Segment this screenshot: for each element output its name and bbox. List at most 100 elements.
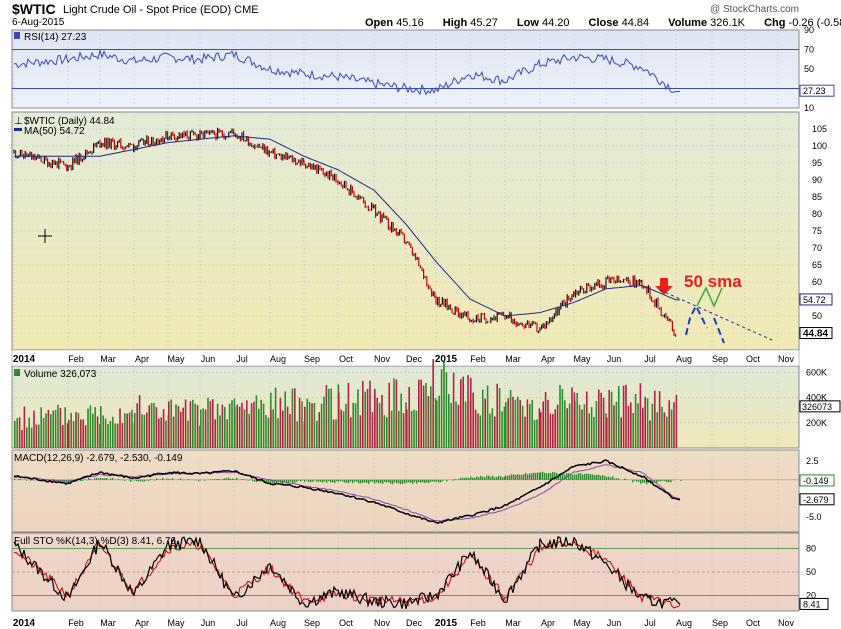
macd-hist-bar: [428, 479, 430, 483]
macd-hist-bar: [256, 479, 258, 483]
macd-hist-bar: [468, 478, 470, 480]
price-y-tick: 50: [812, 311, 822, 321]
x-tick-label: Jun: [607, 618, 622, 628]
macd-hist-bar: [294, 479, 296, 483]
volume-bar: [89, 405, 92, 448]
volume-bar: [639, 383, 642, 448]
macd-hist-bar: [507, 475, 509, 480]
volume-bar: [455, 401, 457, 448]
x-tick-label: Sep: [712, 354, 728, 364]
macd-hist-bar: [228, 477, 230, 480]
macd-hist-bar: [26, 479, 28, 481]
macd-hist-bar: [96, 477, 98, 480]
x-tick-label: Mar: [505, 618, 521, 628]
volume-bar: [350, 417, 352, 448]
date-axis-strip: [11, 349, 800, 367]
volume-bar: [352, 402, 354, 448]
macd-hist-bar: [144, 479, 146, 482]
volume-bar: [80, 419, 82, 448]
macd-hist-bar: [496, 477, 498, 480]
volume-bar: [496, 383, 498, 448]
macd-hist-bar: [226, 478, 228, 480]
volume-bar: [265, 415, 267, 448]
volume-bar: [533, 419, 536, 448]
volume-bar: [364, 391, 366, 448]
macd-hist-bar: [128, 479, 130, 481]
volume-bar: [296, 421, 298, 448]
volume-bar: [332, 419, 335, 448]
volume-bar: [651, 403, 654, 448]
volume-bar: [434, 398, 437, 448]
macd-hist-bar: [134, 479, 136, 481]
macd-hist-bar: [154, 479, 156, 481]
volume-bar: [413, 409, 415, 448]
x-tick-label: May: [573, 618, 591, 628]
volume-bar: [666, 416, 668, 448]
macd-hist-bar: [324, 479, 326, 482]
x-tick-label: Jul: [236, 354, 248, 364]
volume-bar: [121, 422, 124, 448]
vol-y-tick: 600K: [806, 367, 827, 377]
macd-hist-bar: [610, 477, 612, 480]
macd-hist-bar: [556, 472, 558, 480]
price-y-tick: 85: [812, 192, 822, 202]
volume-bar: [189, 401, 192, 448]
volume-bar: [180, 411, 182, 448]
volume-bar: [50, 414, 52, 448]
volume-bar: [554, 409, 556, 448]
macd-hist-bar: [112, 477, 114, 480]
macd-hist-bar: [438, 479, 440, 483]
macd-hist-bar: [212, 479, 214, 480]
macd-hist-bar: [454, 478, 456, 480]
macd-hist-bar: [314, 479, 316, 481]
volume-bar: [418, 379, 420, 448]
macd-hist-bar: [535, 473, 537, 480]
volume-bar: [136, 403, 138, 448]
macd-hist-bar: [392, 479, 394, 485]
macd-hist-bar: [412, 479, 414, 484]
chart-header: $WTIC Light Crude Oil - Spot Price (EOD)…: [0, 0, 841, 29]
rsi-last-value: 27.23: [803, 86, 826, 96]
macd-hist-bar: [110, 478, 112, 480]
x-tick-label: Mar: [505, 354, 521, 364]
macd-hist-bar: [588, 473, 590, 480]
macd-hist-bar: [596, 474, 598, 480]
macd-hist-bar: [178, 479, 180, 480]
volume-value: 326.1K: [710, 17, 746, 29]
volume-bar: [260, 399, 262, 448]
macd-hist-bar: [224, 478, 226, 480]
macd-hist-bar: [442, 479, 444, 482]
macd-hist-bar: [505, 475, 507, 480]
volume-bar: [155, 407, 158, 448]
volume-bar: [593, 416, 595, 448]
macd-hist-bar: [540, 472, 542, 480]
green-pointer: [696, 286, 723, 308]
macd-hist-bar: [150, 479, 152, 480]
macd-hist-bar: [372, 479, 374, 482]
volume-bar: [274, 387, 277, 448]
blue-projected-leg: [713, 317, 725, 344]
volume-bar: [371, 412, 374, 448]
volume-bar: [501, 411, 503, 448]
volume-bar: [33, 410, 35, 448]
macd-hist-bar: [326, 479, 328, 483]
red-down-arrow-icon: [655, 278, 673, 295]
volume-bar: [335, 419, 337, 448]
macd-hist-bar: [204, 479, 206, 481]
macd-hist-bar: [634, 479, 636, 481]
volume-bar: [512, 396, 514, 448]
macd-hist-bar: [268, 479, 270, 484]
volume-bar: [630, 402, 632, 448]
x-tick-label: Nov: [778, 618, 795, 628]
volume-bar: [598, 389, 600, 448]
volume-bar: [165, 420, 167, 448]
volume-bar: [622, 385, 625, 448]
macd-hist-bar: [276, 479, 278, 484]
volume-bar: [64, 407, 66, 448]
macd-hist-bar: [560, 473, 562, 480]
macd-hist-bar: [90, 478, 92, 480]
macd-hist-bar: [370, 479, 372, 482]
volume-bar: [430, 386, 432, 448]
volume-bar: [177, 405, 180, 448]
